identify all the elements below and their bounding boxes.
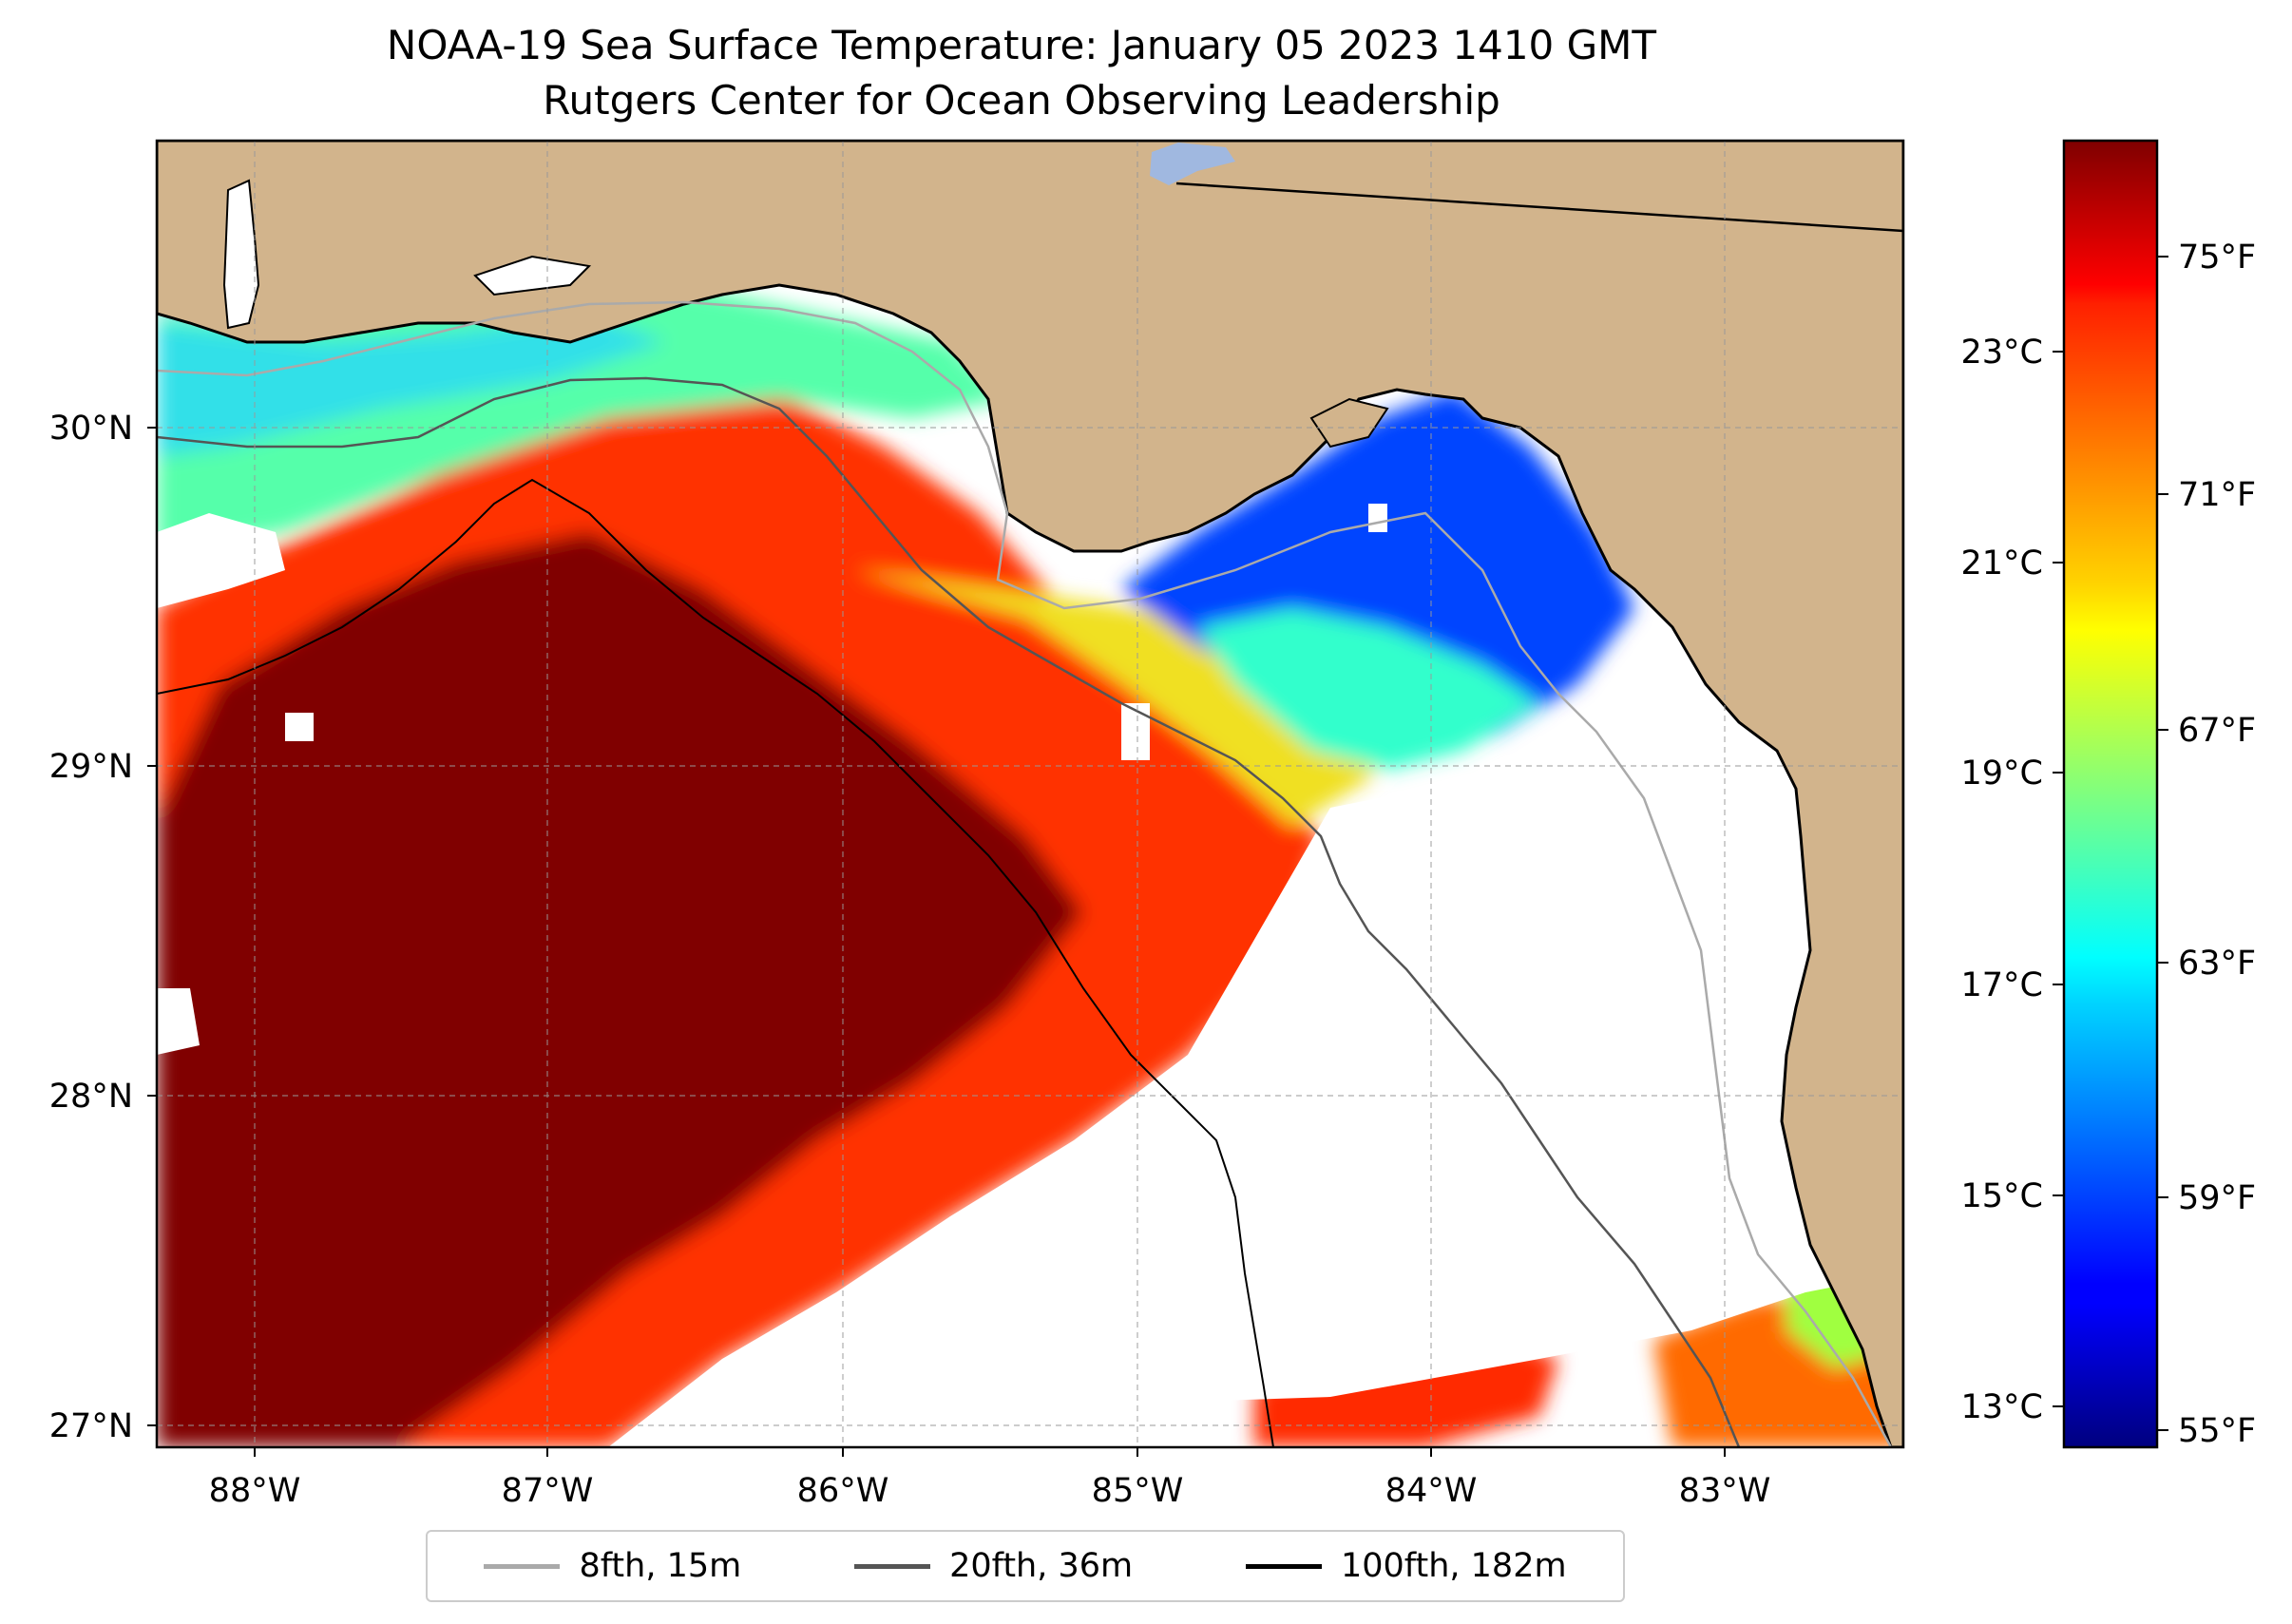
sst-field (157, 285, 1903, 1447)
lon-tick-label: 85°W (1092, 1472, 1184, 1510)
colorbar-c-tick: 23°C (1961, 334, 2043, 372)
cloud-gaps (157, 504, 1903, 1447)
sst-warm-core (157, 532, 1083, 1447)
lon-tick-label: 86°W (797, 1472, 889, 1510)
isobath-20fth (157, 376, 1741, 1447)
colorbar-f-tick: 55°F (2178, 1412, 2256, 1450)
legend-label: 100fth, 182m (1340, 1547, 1567, 1585)
state-boundary (1175, 182, 1903, 233)
colorbar-f-tick: 59°F (2178, 1179, 2256, 1217)
lon-tick-label: 84°W (1385, 1472, 1478, 1510)
sst-cyan-north (157, 314, 665, 456)
lat-tick-label: 29°N (49, 748, 133, 786)
lon-axis: 88°W 87°W 86°W 85°W 84°W 83°W (209, 1447, 1771, 1510)
map-frame (155, 139, 1905, 1449)
legend-label: 8fth, 15m (579, 1547, 742, 1585)
colorbar-f-tick: 63°F (2178, 945, 2256, 983)
lon-tick-label: 83°W (1679, 1472, 1771, 1510)
lat-tick-label: 28°N (49, 1078, 133, 1116)
lon-tick-label: 87°W (502, 1472, 594, 1510)
bay-pensacola (473, 255, 592, 296)
legend-item-20fth: 20fth, 36m (854, 1547, 1133, 1585)
legend-line-icon (484, 1563, 561, 1569)
lat-tick-label: 30°N (49, 410, 133, 448)
colorbar-c-tick: 15°C (1961, 1177, 2043, 1215)
bay-apalachicola (1309, 397, 1389, 449)
colorbar-f-tick: 67°F (2178, 712, 2256, 750)
legend-line-icon (854, 1563, 931, 1569)
colorbar-f-tick: 75°F (2178, 239, 2256, 277)
legend-item-8fth: 8fth, 15m (484, 1547, 741, 1585)
isobath-8fth (157, 300, 1893, 1447)
lat-axis: 30°N 29°N 28°N 27°N (49, 410, 157, 1445)
map-subtitle: Rutgers Center for Ocean Observing Leade… (543, 77, 1500, 124)
lat-tick-label: 27°N (49, 1407, 133, 1445)
legend-line-icon (1245, 1563, 1322, 1569)
sst-big-bend-cyan (1197, 608, 1539, 770)
map-area (157, 141, 1903, 1447)
bay-mobile (222, 179, 260, 330)
colorbar-gradient (2062, 139, 2159, 1449)
colorbar-c-tick: 17°C (1961, 966, 2043, 1004)
legend-item-100fth: 100fth, 182m (1245, 1547, 1567, 1585)
inland-lake (1150, 143, 1235, 185)
colorbar-f-tick: 71°F (2178, 476, 2256, 514)
colorbar: 75°F 71°F 67°F 63°F 59°F 55°F 23°C 21°C … (1961, 139, 2256, 1450)
sst-yellow-band (855, 570, 1406, 827)
colorbar-f-axis: 75°F 71°F 67°F 63°F 59°F 55°F (2157, 239, 2256, 1450)
isobath-legend: 8fth, 15m 20fth, 36m 100fth, 182m (426, 1530, 1625, 1602)
colorbar-c-axis: 23°C 21°C 19°C 17°C 15°C 13°C (1961, 334, 2064, 1426)
lon-tick-label: 88°W (209, 1472, 301, 1510)
legend-label: 20fth, 36m (949, 1547, 1134, 1585)
map-title: NOAA-19 Sea Surface Temperature: January… (386, 22, 1657, 68)
gridlines (157, 141, 1903, 1447)
colorbar-c-tick: 19°C (1961, 755, 2043, 793)
colorbar-c-tick: 21°C (1961, 545, 2043, 583)
colorbar-c-tick: 13°C (1961, 1388, 2043, 1426)
isobath-100fth (157, 478, 1274, 1447)
